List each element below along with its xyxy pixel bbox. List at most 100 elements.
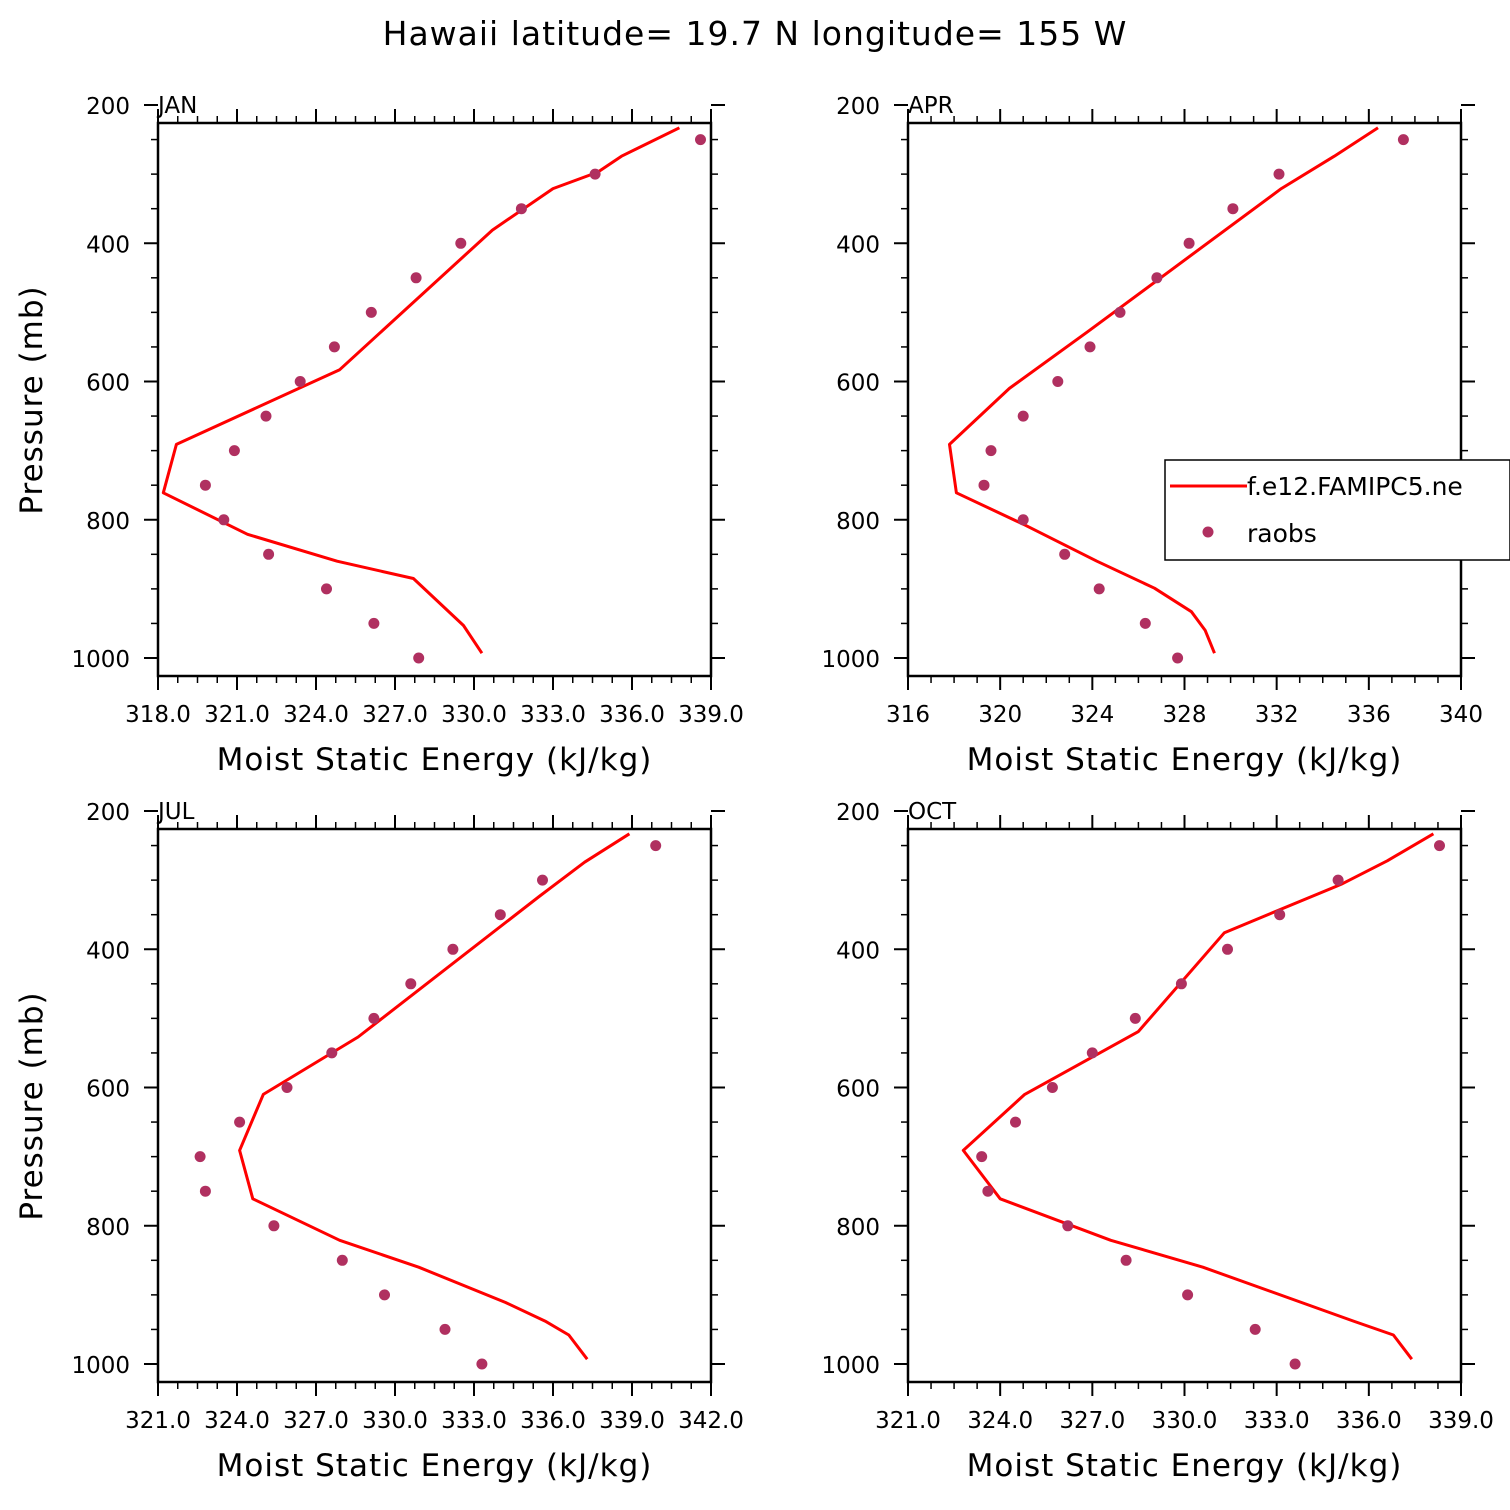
x-tick-label: 318.0 xyxy=(125,702,191,728)
x-tick-label: 333.0 xyxy=(1244,1408,1310,1434)
obs-point xyxy=(1084,341,1096,353)
obs-point xyxy=(447,943,459,955)
y-tick-label: 600 xyxy=(836,1077,880,1103)
y-tick-label: 600 xyxy=(836,371,880,397)
obs-point xyxy=(1129,1012,1141,1024)
x-tick-label: 324 xyxy=(1070,702,1114,728)
obs-point xyxy=(978,479,990,491)
panels: JAN 318.0 321.0 324.0 327.0 330.0 333.0 336.0 33… xyxy=(14,93,1494,1484)
x-tick-label: 336.0 xyxy=(520,1408,586,1434)
panel-oct: OCT 321.0 324.0 327.0 330.0 333.0 336.0 339.0 20… xyxy=(821,799,1493,1484)
y-tick-label: 600 xyxy=(86,1077,130,1103)
y-tick-label: 800 xyxy=(836,1215,880,1241)
obs-point xyxy=(1017,514,1029,526)
obs-point xyxy=(294,376,306,387)
obs-point xyxy=(1086,1047,1098,1059)
obs-point xyxy=(1397,134,1409,146)
x-tick-label: 330.0 xyxy=(362,1408,428,1434)
obs-point xyxy=(1274,909,1286,921)
obs-point xyxy=(199,1185,211,1197)
x-tick-label: 339.0 xyxy=(599,1408,665,1434)
obs-point xyxy=(336,1254,348,1266)
obs-point xyxy=(326,1047,338,1059)
obs-point xyxy=(263,548,275,560)
obs-point xyxy=(199,479,211,491)
x-tick-label: 328 xyxy=(1163,702,1207,728)
obs-point xyxy=(1289,1358,1301,1370)
obs-point xyxy=(1182,1289,1194,1301)
obs-point xyxy=(1120,1254,1132,1266)
obs-point xyxy=(281,1082,293,1093)
x-tick-label: 332 xyxy=(1255,702,1299,728)
y-tick-label: 1000 xyxy=(821,1353,880,1379)
panel-jul: JUL 321.0 324.0 327.0 330.0 333.0 336.0 339.0 34… xyxy=(14,799,744,1484)
obs-point xyxy=(494,909,506,921)
panel-jan: JAN 318.0 321.0 324.0 327.0 330.0 333.0 336.0 33… xyxy=(14,93,744,778)
y-axis-label: Pressure (mb) xyxy=(14,991,50,1220)
y-tick-label: 200 xyxy=(86,800,130,826)
x-tick-label: 324.0 xyxy=(204,1408,270,1434)
x-tick-label: 336 xyxy=(1347,702,1391,728)
obs-point xyxy=(439,1323,451,1335)
obs-point xyxy=(1046,1082,1058,1093)
obs-point xyxy=(1273,168,1285,180)
obs-point xyxy=(1332,874,1344,886)
x-tick-label: 336.0 xyxy=(1336,1408,1402,1434)
obs-point xyxy=(1017,410,1029,422)
y-tick-label: 400 xyxy=(86,232,130,258)
legend-box xyxy=(1164,459,1510,561)
x-axis-label: Moist Static Energy (kJ/kg) xyxy=(217,1448,653,1484)
obs-point xyxy=(1059,548,1071,560)
y-axis-label: Pressure (mb) xyxy=(14,285,50,514)
panel-label: APR xyxy=(908,93,954,119)
obs-point xyxy=(982,1185,994,1197)
obs-point xyxy=(1052,376,1064,387)
x-axis-label: Moist Static Energy (kJ/kg) xyxy=(967,742,1403,778)
panel-label: OCT xyxy=(908,799,957,825)
series-line-model xyxy=(238,832,631,1361)
y-tick-label: 1000 xyxy=(71,647,130,673)
obs-point xyxy=(405,978,417,990)
x-tick-label: 342.0 xyxy=(678,1408,744,1434)
y-tick-label: 200 xyxy=(86,94,130,120)
x-tick-label: 321.0 xyxy=(875,1408,941,1434)
obs-point xyxy=(234,1116,246,1128)
legend-model-label: f.e12.FAMIPC5.ne xyxy=(1247,472,1463,501)
x-tick-label: 330.0 xyxy=(441,702,507,728)
y-tick-label: 200 xyxy=(836,800,880,826)
obs-point xyxy=(1183,237,1195,249)
x-tick-label: 324.0 xyxy=(283,702,349,728)
y-tick-label: 400 xyxy=(86,938,130,964)
y-tick-label: 800 xyxy=(86,1215,130,1241)
obs-point xyxy=(1093,583,1105,595)
obs-point xyxy=(976,1151,988,1163)
x-tick-label: 316 xyxy=(886,702,930,728)
obs-point xyxy=(228,445,240,457)
y-tick-label: 400 xyxy=(836,938,880,964)
figure-title: Hawaii latitude= 19.7 N longitude= 155 W xyxy=(383,14,1128,53)
x-tick-label: 324.0 xyxy=(967,1408,1033,1434)
x-tick-label: 336.0 xyxy=(599,702,665,728)
series-line-model xyxy=(948,126,1379,654)
obs-point xyxy=(368,1012,380,1024)
obs-point xyxy=(455,237,467,249)
obs-point xyxy=(695,134,706,146)
x-tick-label: 333.0 xyxy=(441,1408,507,1434)
x-axis-label: Moist Static Energy (kJ/kg) xyxy=(967,1448,1403,1484)
x-tick-label: 320 xyxy=(978,702,1022,728)
obs-point xyxy=(379,1289,390,1301)
x-tick-label: 327.0 xyxy=(1059,1408,1125,1434)
y-tick-label: 600 xyxy=(86,371,130,397)
obs-point xyxy=(589,168,601,180)
x-tick-label: 330.0 xyxy=(1152,1408,1218,1434)
obs-point xyxy=(268,1220,280,1232)
obs-point xyxy=(1434,840,1445,852)
y-tick-label: 200 xyxy=(836,94,880,120)
y-tick-label: 1000 xyxy=(71,1353,130,1379)
obs-point xyxy=(321,583,332,595)
obs-point xyxy=(515,203,527,215)
obs-point xyxy=(1010,1116,1021,1128)
obs-point xyxy=(413,652,425,664)
